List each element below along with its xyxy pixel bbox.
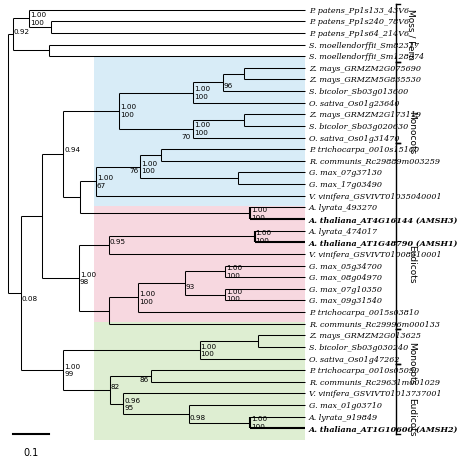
Text: 1.00: 1.00 (30, 12, 46, 18)
Text: 96: 96 (224, 83, 233, 89)
Text: 0.08: 0.08 (22, 295, 38, 301)
Text: S. bicolor_Sb03g030240: S. bicolor_Sb03g030240 (309, 343, 408, 351)
Text: 0.94: 0.94 (64, 147, 80, 153)
Text: O. sativa_Os01g23640: O. sativa_Os01g23640 (309, 100, 399, 107)
Text: 1.00: 1.00 (226, 288, 242, 294)
Text: R. communis_Rc29631m001029: R. communis_Rc29631m001029 (309, 378, 440, 386)
Text: 1.00: 1.00 (251, 415, 267, 421)
Text: 1.00: 1.00 (194, 86, 210, 92)
Text: 1.00: 1.00 (80, 271, 96, 277)
Text: 100: 100 (194, 130, 208, 136)
Text: Monocots: Monocots (407, 110, 416, 153)
Text: V. vinifera_GSVIVT01013737001: V. vinifera_GSVIVT01013737001 (309, 390, 441, 397)
Text: G. max_07g37130: G. max_07g37130 (309, 169, 382, 177)
Text: 0.92: 0.92 (13, 29, 29, 35)
Text: 82: 82 (111, 383, 120, 389)
Text: 100: 100 (194, 94, 208, 100)
Text: P. patens_Pp1s64_214V6: P. patens_Pp1s64_214V6 (309, 30, 409, 38)
Text: 98: 98 (80, 279, 89, 285)
Text: Moss / Fern: Moss / Fern (407, 9, 416, 60)
Text: A. lyrata_919849: A. lyrata_919849 (309, 413, 378, 421)
Text: 100: 100 (120, 112, 134, 118)
Text: 76: 76 (129, 168, 138, 174)
Text: R. communis_Rc29889m003259: R. communis_Rc29889m003259 (309, 157, 440, 166)
Bar (94, 322, 305, 440)
Text: O. sativa_Os01g47262: O. sativa_Os01g47262 (309, 355, 399, 363)
Text: 100: 100 (251, 423, 265, 429)
Text: G. max_17g03490: G. max_17g03490 (309, 181, 382, 189)
Text: S. bicolor_Sb03g013600: S. bicolor_Sb03g013600 (309, 88, 408, 96)
Text: P. patens_Pp1s133_43V6: P. patens_Pp1s133_43V6 (309, 7, 409, 15)
Text: 100: 100 (251, 214, 265, 220)
Text: A. thaliana_AT1G10600 (AMSH2): A. thaliana_AT1G10600 (AMSH2) (309, 425, 458, 432)
Text: G. max_07g10350: G. max_07g10350 (309, 285, 382, 293)
Text: R. communis_Rc29996m000133: R. communis_Rc29996m000133 (309, 320, 440, 328)
Text: 95: 95 (124, 404, 134, 410)
Text: 100: 100 (255, 237, 269, 243)
Text: P. trichocarpa_0010s05090: P. trichocarpa_0010s05090 (309, 366, 419, 375)
Text: 100: 100 (30, 20, 44, 26)
Text: A. lyrata_493270: A. lyrata_493270 (309, 204, 378, 212)
Text: S. bicolor_Sb03g020630: S. bicolor_Sb03g020630 (309, 123, 408, 131)
Text: 1.00: 1.00 (139, 291, 155, 297)
Bar (94, 207, 305, 322)
Text: A. lyrata_474017: A. lyrata_474017 (309, 227, 378, 235)
Text: Eudicots: Eudicots (407, 245, 416, 283)
Text: 1.00: 1.00 (120, 104, 136, 110)
Text: P. patens_Pp1s240_78V6: P. patens_Pp1s240_78V6 (309, 18, 409, 26)
Text: Monocots: Monocots (407, 341, 416, 384)
Text: V. vinifera_GSVIVT01008310001: V. vinifera_GSVIVT01008310001 (309, 250, 441, 258)
Text: V. vinifera_GSVIVT01035040001: V. vinifera_GSVIVT01035040001 (309, 192, 441, 200)
Text: 0.96: 0.96 (124, 397, 140, 403)
Text: 86: 86 (139, 377, 149, 383)
Text: 100: 100 (141, 168, 155, 174)
Text: S. moellendorffii_Sm128074: S. moellendorffii_Sm128074 (309, 53, 424, 61)
Bar (94, 57, 305, 207)
Text: 1.00: 1.00 (251, 207, 267, 213)
Text: 0.1: 0.1 (24, 447, 39, 457)
Text: P. trichocarpa_0010s15100: P. trichocarpa_0010s15100 (309, 146, 419, 154)
Text: A. thaliana_AT4G16144 (AMSH3): A. thaliana_AT4G16144 (AMSH3) (309, 216, 458, 224)
Text: Z. mays_GRMZM2G075690: Z. mays_GRMZM2G075690 (309, 65, 421, 73)
Text: O. sativa_Os01g31470: O. sativa_Os01g31470 (309, 134, 399, 142)
Text: 100: 100 (201, 351, 214, 357)
Text: S. moellendorffii_Sm82317: S. moellendorffii_Sm82317 (309, 41, 419, 50)
Text: 1.00: 1.00 (97, 175, 113, 181)
Text: Z. mays_GRMZM5G835530: Z. mays_GRMZM5G835530 (309, 76, 421, 84)
Text: Z. mays_GRMZM2G013625: Z. mays_GRMZM2G013625 (309, 331, 421, 340)
Text: 93: 93 (186, 284, 195, 290)
Text: G. max_09g31540: G. max_09g31540 (309, 297, 382, 305)
Text: 0.98: 0.98 (190, 414, 206, 420)
Text: 1.00: 1.00 (226, 265, 242, 271)
Text: 1.00: 1.00 (255, 230, 272, 236)
Text: 100: 100 (226, 296, 240, 302)
Text: G. max_05g34700: G. max_05g34700 (309, 262, 382, 270)
Text: 100: 100 (226, 272, 240, 278)
Text: Eudicots: Eudicots (407, 397, 416, 436)
Text: 67: 67 (97, 182, 106, 188)
Text: 1.00: 1.00 (64, 363, 80, 369)
Text: 0.95: 0.95 (109, 239, 126, 245)
Text: 1.00: 1.00 (141, 160, 157, 166)
Text: Z. mays_GRMZM2G173119: Z. mays_GRMZM2G173119 (309, 111, 421, 119)
Text: 99: 99 (64, 370, 73, 376)
Text: G. max_08g04970: G. max_08g04970 (309, 274, 382, 281)
Text: G. max_01g03710: G. max_01g03710 (309, 401, 382, 409)
Text: 70: 70 (182, 134, 191, 140)
Text: P. trichocarpa_0015s03810: P. trichocarpa_0015s03810 (309, 308, 419, 316)
Text: 1.00: 1.00 (194, 122, 210, 128)
Text: A. thaliana_AT1G48790 (AMSH1): A. thaliana_AT1G48790 (AMSH1) (309, 239, 458, 247)
Text: 1.00: 1.00 (201, 343, 217, 349)
Text: 100: 100 (139, 298, 153, 304)
